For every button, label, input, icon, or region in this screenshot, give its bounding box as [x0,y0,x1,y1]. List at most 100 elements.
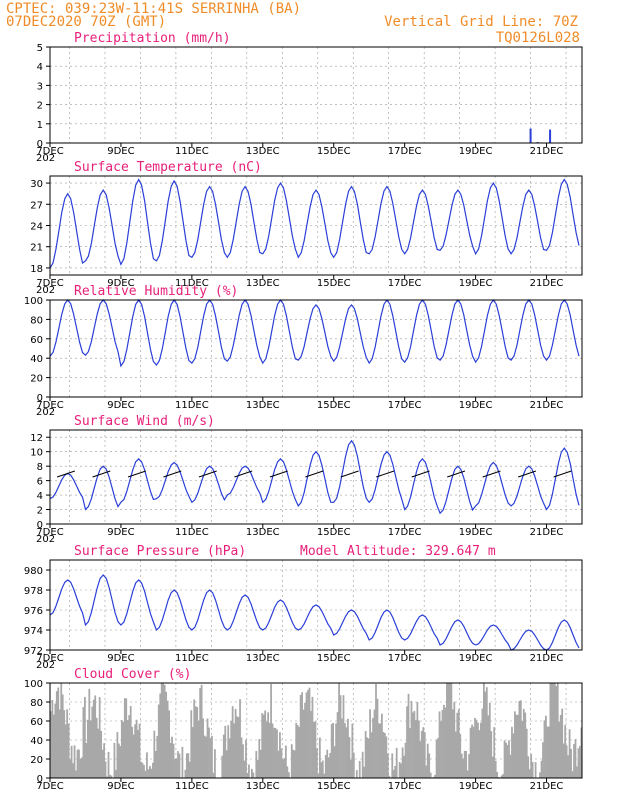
cloud-bar [228,738,231,778]
temp-xtick-label: 17DEC [388,278,422,289]
cloud-bar [295,722,298,778]
wind-arrow [305,470,324,478]
cloud-bar [146,752,148,778]
cloud-bar [255,750,258,778]
cloud-bar [556,683,559,778]
temp-xtick-label: 13DEC [246,278,280,289]
cloud-bar [144,770,147,778]
cloud-bar [117,743,120,778]
cloud-bar [211,735,213,778]
cloud-bar [444,707,447,778]
cloud-bar [196,707,199,778]
wind-arrow [447,470,466,478]
cloud-xtick-label: 9DEC [107,781,134,792]
cloud-bar [262,714,265,778]
wind-xtick-label: 19DEC [459,527,493,538]
temp-xtick-label: 15DEC [317,278,351,289]
cloud-bar [109,774,111,778]
press-year-fragment: 202 [36,660,55,671]
cloud-bar [491,756,494,778]
cloud-bar [120,720,123,778]
cloud-bar [379,723,382,778]
cloud-bar [518,701,521,778]
cloud-bar [199,688,202,778]
rh-xtick-label: 9DEC [107,400,134,411]
cloud-bar [100,730,103,778]
cloud-bar [233,723,236,778]
cloud-bar [98,697,101,778]
cloud-bar [156,735,159,778]
cloud-bar [159,693,162,778]
cloud-bar [366,737,369,778]
precip-ytick-label: 2 [37,101,43,112]
cloud-bar [553,683,556,778]
cloud-bar [274,727,277,778]
cloud-bar [240,737,243,778]
wind-xtick-label: 17DEC [388,527,422,538]
cloud-bar [429,772,432,778]
cloud-bar [347,718,349,778]
cloud-bar [425,765,428,778]
cloud-bar [567,755,569,778]
cloud-bar [364,730,367,778]
wind-arrow [163,470,182,478]
cloud-bar [261,713,264,778]
cloud-bar [103,743,105,778]
wind-arrow [553,470,572,478]
cloud-bar [398,762,401,778]
temp-ytick-label: 24 [30,222,43,233]
cloud-bar [480,722,482,778]
cloud-bar [184,769,187,778]
press-frame [49,559,583,651]
cloud-bar [571,771,574,778]
cloud-bar [221,755,224,778]
cloud-bar [415,720,417,778]
cloud-ytick-label: 100 [24,679,43,690]
cloud-bar [348,737,351,778]
cloud-bar [101,749,104,778]
cloud-bar [460,753,463,778]
cloud-bar [123,698,126,778]
precip-ytick-label: 0 [37,139,43,150]
cloud-bar [76,749,79,778]
cloud-bar [519,700,522,778]
cloud-ytick-label: 40 [30,736,43,747]
cloud-bar [335,723,337,778]
cloud-bar [153,730,156,778]
cloud-bar [372,717,374,778]
cloud-bar [434,774,436,778]
precip-xtick-label: 9DEC [107,146,134,157]
rh-title: Relative Humidity (%) [74,284,238,299]
cloud-bar [326,749,329,778]
cloud-bar [488,702,491,778]
wind-xtick-label: 9DEC [107,527,134,538]
cloud-bar [401,747,404,778]
cloud-bar [290,744,293,778]
cloud-bar [110,775,113,778]
cloud-bar [376,698,379,778]
cloud-bar [338,683,340,778]
cloud-bar [493,727,496,778]
cloud-bar [381,713,383,778]
cloud-bar [122,721,125,778]
cloud-bar [494,760,497,778]
cloud-bar [342,695,345,778]
rh-ytick-label: 60 [30,335,43,346]
temp-xtick-label: 19DEC [459,278,493,289]
precip-xtick-label: 11DEC [175,146,209,157]
cloud-bar [115,769,117,778]
cloud-bar [339,695,342,778]
cloud-bar [259,749,262,778]
cloud-bar [299,694,302,778]
rh-xtick-label: 7DEC [36,400,63,411]
cloud-bar [447,683,450,778]
cloud-bar [252,772,255,778]
cloud-bar [403,755,405,778]
press-xtick-label: 19DEC [459,653,493,664]
cloud-ytick-label: 60 [30,717,43,728]
cloud-bar [149,766,151,778]
cloud-bar [580,727,583,778]
cloud-bar [550,683,553,778]
cloud-bar [94,695,97,778]
cloud-bar [373,709,376,778]
